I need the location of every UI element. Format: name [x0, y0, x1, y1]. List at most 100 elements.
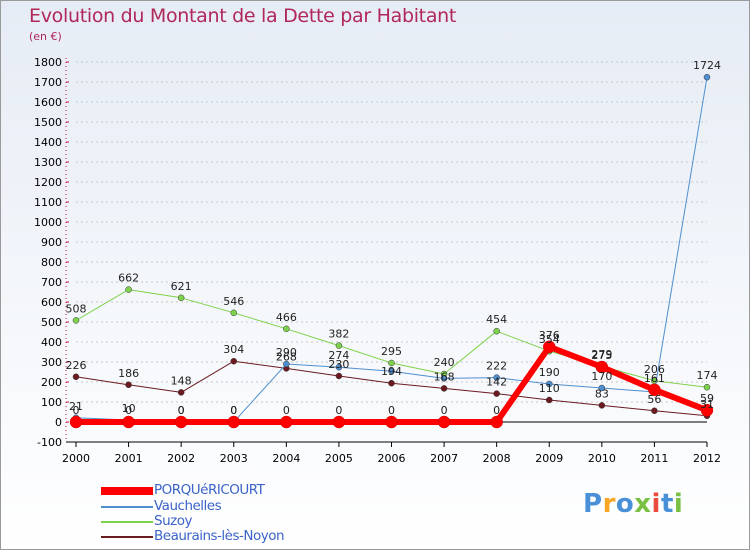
data-point — [385, 415, 398, 429]
data-point — [440, 375, 448, 382]
data-label: 621 — [171, 280, 192, 293]
data-label: 194 — [381, 365, 402, 378]
chart-subtitle: (en €) — [29, 30, 62, 43]
data-label: 0 — [335, 404, 342, 417]
logo-letter: x — [634, 489, 652, 519]
y-tick-label: 600 — [41, 296, 62, 309]
data-label: 0 — [493, 404, 500, 417]
data-point — [546, 380, 553, 388]
legend-item-beaurains: Beaurains-lès-Noyon — [101, 528, 361, 545]
legend-swatch-suzoy — [101, 521, 153, 523]
data-point — [125, 286, 132, 293]
data-label: 142 — [486, 376, 507, 389]
x-tick-label: 2001 — [115, 452, 143, 465]
data-point — [437, 415, 451, 429]
data-point — [125, 381, 132, 389]
data-point — [543, 340, 556, 354]
data-label: 454 — [486, 313, 507, 326]
data-point — [493, 374, 500, 381]
data-label: 222 — [486, 360, 507, 373]
x-tick-label: 2008 — [483, 452, 511, 465]
data-label: 0 — [441, 404, 448, 417]
x-tick-label: 2010 — [588, 452, 616, 465]
data-point — [230, 357, 237, 365]
x-tick-label: 2006 — [378, 452, 406, 465]
data-label: 186 — [118, 367, 139, 380]
data-label: 0 — [283, 404, 290, 417]
chart-title: Evolution du Montant de la Dette par Hab… — [29, 5, 457, 27]
y-tick-label: 100 — [41, 396, 62, 409]
data-point — [227, 415, 240, 429]
data-point — [122, 415, 135, 429]
y-tick-label: 900 — [41, 236, 62, 249]
logo-letter: i — [651, 489, 661, 519]
legend-label-suzoy: Suzoy — [154, 513, 192, 529]
data-point — [703, 73, 711, 81]
data-point — [177, 389, 185, 396]
y-tick-label: -100 — [37, 436, 62, 449]
data-label: 10 — [122, 402, 136, 415]
x-tick-label: 2000 — [62, 452, 90, 465]
legend-item-porquericourt: PORQUéRICOURT — [101, 482, 361, 499]
legend-item-vauchelles: Vauchelles — [101, 498, 361, 515]
data-point — [280, 415, 293, 429]
logo-letter: i — [673, 489, 684, 519]
data-label: 0 — [388, 404, 395, 417]
y-tick-label: 700 — [41, 276, 62, 289]
y-tick-label: 800 — [41, 256, 62, 269]
data-label: 170 — [591, 370, 612, 383]
data-label: 275 — [591, 349, 612, 362]
data-label: 546 — [223, 295, 244, 308]
data-label: 83 — [595, 387, 609, 400]
data-label: 662 — [118, 272, 139, 285]
data-label: 0 — [230, 404, 237, 417]
data-label: 0 — [230, 404, 237, 417]
data-label: 268 — [276, 350, 297, 363]
data-label: 240 — [434, 356, 455, 369]
data-point — [230, 309, 237, 317]
data-label: 174 — [697, 369, 718, 382]
y-tick-label: 1300 — [34, 156, 62, 169]
data-label: 295 — [381, 345, 402, 358]
data-label: 148 — [171, 374, 192, 387]
data-point — [703, 383, 711, 391]
data-label: 161 — [644, 372, 665, 385]
data-point — [595, 360, 609, 374]
data-point — [493, 327, 500, 335]
y-tick-label: 300 — [41, 356, 62, 369]
data-label: 21 — [69, 400, 83, 413]
y-tick-label: 1400 — [34, 136, 62, 149]
data-label: 382 — [328, 328, 349, 341]
data-point — [332, 415, 346, 429]
data-label: 31 — [700, 398, 714, 411]
data-label: 376 — [539, 329, 560, 342]
logo-letter: r — [602, 489, 616, 519]
data-label: 59 — [700, 392, 714, 405]
data-label: 274 — [328, 349, 349, 362]
data-point — [493, 390, 500, 397]
data-label: 168 — [434, 370, 455, 383]
data-point — [72, 373, 80, 381]
data-label: 206 — [644, 363, 665, 376]
x-tick-label: 2012 — [693, 452, 721, 465]
x-tick-label: 2005 — [325, 452, 353, 465]
legend-label-porquericourt: PORQUéRICOURT — [154, 482, 265, 498]
y-tick-label: 1100 — [34, 196, 62, 209]
data-label: 230 — [328, 358, 349, 371]
data-label: 290 — [276, 346, 297, 359]
y-tick-label: 1600 — [34, 96, 62, 109]
data-point — [177, 294, 185, 302]
x-tick-label: 2003 — [220, 452, 248, 465]
data-point — [598, 402, 606, 409]
data-point — [598, 384, 606, 392]
data-label: 354 — [539, 333, 560, 346]
data-point — [335, 363, 343, 371]
data-point — [72, 317, 80, 324]
y-tick-label: 1000 — [34, 216, 62, 229]
data-label: 0 — [125, 404, 132, 417]
data-point — [335, 372, 343, 380]
data-point — [388, 359, 395, 367]
data-point — [283, 360, 290, 368]
